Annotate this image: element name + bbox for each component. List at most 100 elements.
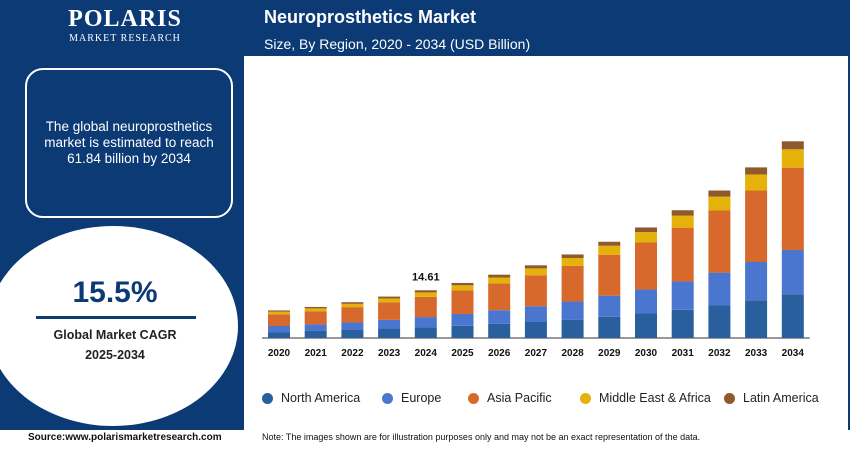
x-tick-label-2026: 2026: [488, 348, 511, 359]
cagr-label-line1: Global Market CAGR: [53, 328, 177, 342]
bar-segment-2032-middle-east-africa: [708, 196, 731, 211]
bar-segment-2033-north-america: [745, 300, 768, 338]
bar-segment-2032-asia-pacific: [708, 210, 731, 273]
bar-segment-2025-north-america: [451, 325, 474, 338]
bar-segment-2024-europe: [414, 317, 437, 328]
legend-item-europe: Europe: [382, 389, 441, 407]
bar-segment-2022-latin-america: [341, 302, 364, 304]
bar-segment-2020-latin-america: [268, 310, 290, 312]
bar-segment-2030-middle-east-africa: [635, 232, 657, 243]
bar-segment-2031-asia-pacific: [671, 227, 694, 282]
bar-segment-2028-north-america: [561, 319, 584, 338]
data-label-2024: 14.61: [412, 271, 440, 283]
x-tick-label-2023: 2023: [378, 348, 401, 359]
logo-name: POLARIS: [68, 6, 182, 32]
polaris-logo: POLARIS MARKET RESEARCH: [60, 6, 190, 52]
cagr-circle: [0, 226, 238, 426]
disclaimer-note: Note: The images shown are for illustrat…: [262, 432, 701, 442]
x-tick-label-2031: 2031: [672, 348, 695, 359]
legend-swatch: [580, 392, 591, 404]
bar-segment-2024-middle-east-africa: [414, 292, 437, 297]
bar-segment-2031-middle-east-africa: [671, 215, 694, 228]
bar-segment-2030-asia-pacific: [635, 242, 657, 290]
legend-label: Latin America: [743, 391, 819, 405]
bar-segment-2024-latin-america: [414, 290, 437, 293]
legend-label: North America: [281, 391, 361, 405]
legend-label: Europe: [401, 391, 442, 405]
x-tick-label-2021: 2021: [305, 348, 328, 359]
legend-label: Middle East & Africa: [599, 391, 711, 405]
bar-segment-2027-middle-east-africa: [524, 268, 547, 276]
bar-segment-2031-latin-america: [671, 210, 694, 216]
left-info-panel: POLARIS MARKET RESEARCH The global neuro…: [0, 0, 244, 430]
x-tick-label-2034: 2034: [782, 348, 805, 359]
legend-item-asia-pacific: Asia Pacific: [468, 389, 552, 407]
market-statement: The global neuroprosthetics market is es…: [44, 119, 214, 166]
bar-segment-2027-latin-america: [524, 265, 547, 269]
bar-segment-2029-europe: [598, 295, 621, 317]
bar-segment-2025-middle-east-africa: [451, 285, 474, 291]
chart-subtitle: Size, By Region, 2020 - 2034 (USD Billio…: [264, 36, 531, 52]
bar-segment-2026-latin-america: [488, 274, 511, 278]
cagr-label: Global Market CAGR 2025-2034: [0, 325, 230, 365]
bar-segment-2027-asia-pacific: [524, 275, 547, 307]
logo-tagline: MARKET RESEARCH: [69, 33, 181, 44]
bar-segment-2022-middle-east-africa: [341, 303, 364, 308]
footer: Source:www.polarismarketresearch.com Not…: [0, 430, 850, 451]
bar-segment-2027-europe: [524, 306, 547, 322]
bar-segment-2020-middle-east-africa: [268, 311, 290, 315]
bar-segment-2020-asia-pacific: [268, 314, 290, 326]
bar-segment-2034-middle-east-africa: [781, 149, 804, 168]
bar-segment-2030-north-america: [635, 313, 657, 338]
legend-swatch: [724, 392, 735, 404]
legend-label: Asia Pacific: [487, 391, 552, 405]
chart-header: Neuroprosthetics Market Size, By Region,…: [244, 0, 850, 56]
bar-segment-2022-asia-pacific: [341, 307, 364, 323]
bar-segment-2033-latin-america: [745, 167, 768, 175]
x-tick-label-2027: 2027: [525, 348, 548, 359]
legend-swatch: [382, 392, 393, 404]
legend-item-north-america: North America: [262, 389, 360, 407]
bar-segment-2028-middle-east-africa: [561, 258, 584, 266]
x-tick-label-2028: 2028: [561, 348, 584, 359]
bar-segment-2033-asia-pacific: [745, 190, 768, 262]
bar-segment-2029-north-america: [598, 316, 621, 338]
bar-segment-2025-latin-america: [451, 282, 474, 286]
bar-segment-2034-asia-pacific: [781, 167, 804, 250]
bar-segment-2021-latin-america: [304, 306, 327, 309]
bar-segment-2029-latin-america: [598, 241, 621, 246]
x-tick-label-2029: 2029: [598, 348, 621, 359]
bar-segment-2021-north-america: [304, 330, 327, 338]
bar-segment-2025-europe: [451, 314, 474, 326]
legend-item-middle-east-africa: Middle East & Africa: [580, 389, 711, 407]
x-tick-label-2020: 2020: [268, 348, 291, 359]
market-statement-box: The global neuroprosthetics market is es…: [25, 68, 233, 218]
x-tick-label-2030: 2030: [635, 348, 658, 359]
bar-segment-2021-asia-pacific: [304, 311, 327, 325]
legend-item-latin-america: Latin America: [724, 389, 819, 407]
bar-segment-2020-north-america: [268, 332, 290, 338]
bar-segment-2031-europe: [671, 281, 694, 310]
bar-segment-2021-middle-east-africa: [304, 308, 327, 312]
bar-segment-2027-north-america: [524, 322, 547, 338]
bar-segment-2034-europe: [781, 250, 804, 295]
chart-legend: North America Europe Asia Pacific Middle Ea…: [262, 389, 842, 407]
bar-segment-2028-asia-pacific: [561, 265, 584, 302]
stacked-bar-chart: 2020 2021 2022 2023 2024 14.61 2025 2026 2027 202…: [262, 141, 810, 359]
bar-segment-2023-north-america: [378, 328, 401, 338]
chart-title: Neuroprosthetics Market: [264, 7, 477, 27]
bar-segment-2029-middle-east-africa: [598, 245, 621, 255]
bar-segment-2023-middle-east-africa: [378, 298, 401, 303]
bar-segment-2029-asia-pacific: [598, 254, 621, 296]
legend-swatch: [262, 392, 273, 404]
bar-segment-2023-latin-america: [378, 296, 401, 299]
bar-segment-2034-north-america: [781, 294, 804, 338]
x-tick-label-2025: 2025: [451, 348, 474, 359]
x-tick-label-2032: 2032: [708, 348, 731, 359]
cagr-value: 15.5%: [72, 276, 158, 309]
bar-segment-2023-europe: [378, 319, 401, 329]
bar-segment-2031-north-america: [671, 309, 694, 338]
bar-segment-2033-middle-east-africa: [745, 174, 768, 191]
bar-segment-2021-europe: [304, 324, 327, 331]
bar-segment-2026-north-america: [488, 323, 511, 338]
